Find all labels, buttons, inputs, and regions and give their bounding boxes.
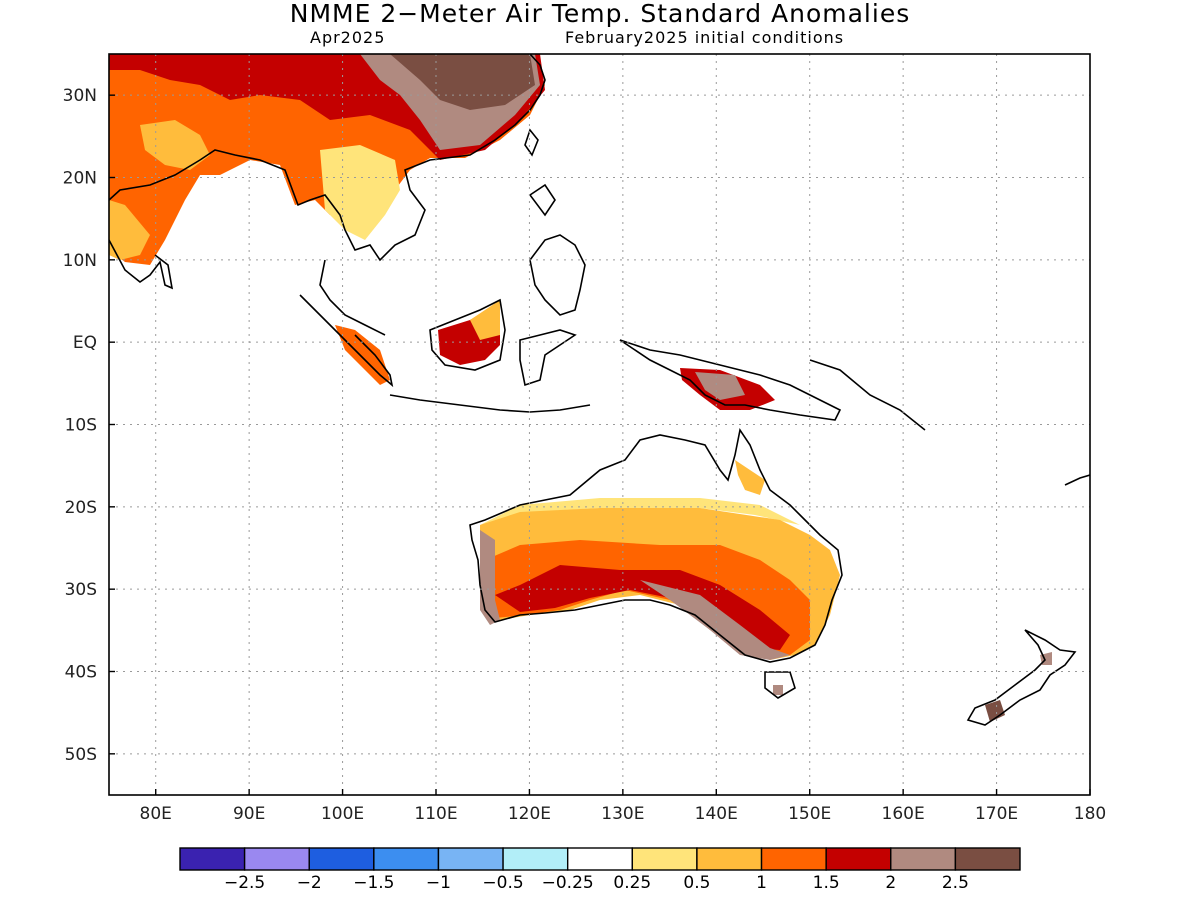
anomaly-shading: [109, 54, 1052, 722]
graticule: [109, 54, 1090, 795]
lat-tick-label: 10N: [63, 251, 97, 271]
colorbar-swatch: [631, 847, 698, 871]
lat-tick-label: 30S: [65, 580, 97, 600]
colorbar-label: −2.5: [224, 873, 265, 893]
colorbar-swatch: [502, 847, 569, 871]
colorbar-label: −1.5: [353, 873, 394, 893]
lat-tick-label: 30N: [63, 86, 97, 106]
lon-tick-label: 160E: [882, 804, 925, 824]
lon-tick-label: 130E: [601, 804, 644, 824]
latitude-labels: 30N 20N 10N EQ 10S 20S 30S 40S 50S: [63, 86, 115, 765]
lon-tick-label: 80E: [140, 804, 172, 824]
colorbar-swatch: [373, 847, 440, 871]
colorbar-swatch: [308, 847, 375, 871]
lon-tick-label: 100E: [321, 804, 364, 824]
colorbar-label: −1: [426, 873, 451, 893]
colorbar-label: 0.25: [613, 873, 651, 893]
lon-tick-label: 180: [1074, 804, 1106, 824]
colorbar-label: −0.25: [542, 873, 594, 893]
forecast-month: Apr2025: [310, 28, 386, 47]
colorbar-swatch: [825, 847, 892, 871]
colorbar-swatch: [179, 847, 246, 871]
colorbar-label: −0.5: [482, 873, 523, 893]
lat-tick-label: EQ: [73, 333, 97, 353]
colorbar-label: 2: [885, 873, 896, 893]
colorbar-label: 0.5: [683, 873, 710, 893]
colorbar-swatch: [696, 847, 763, 871]
longitude-labels: 80E 90E 100E 110E 120E 130E 140E 150E 160E 170E 18…: [140, 789, 1106, 824]
colorbar-label: 2.5: [942, 873, 969, 893]
lat-tick-label: 20S: [65, 498, 97, 518]
lon-tick-label: 170E: [975, 804, 1018, 824]
lat-tick-label: 10S: [65, 416, 97, 436]
colorbar-swatch: [437, 847, 504, 871]
colorbar-swatch: [890, 847, 957, 871]
colorbar: −2.5 −2 −1.5 −1 −0.5 −0.25 0.25 0.5 1 1.5 2 2.5: [179, 847, 1021, 893]
lon-tick-label: 150E: [788, 804, 831, 824]
lon-tick-label: 140E: [695, 804, 738, 824]
lon-tick-label: 120E: [508, 804, 551, 824]
initial-conditions: February2025 initial conditions: [565, 28, 845, 47]
colorbar-label: 1.5: [813, 873, 840, 893]
colorbar-swatch: [954, 847, 1021, 871]
lat-tick-label: 20N: [63, 169, 97, 189]
coastlines: [109, 54, 1090, 726]
colorbar-label: −2: [297, 873, 322, 893]
map-title: NMME 2−Meter Air Temp. Standard Anomalie…: [289, 0, 911, 28]
colorbar-swatch: [566, 847, 634, 871]
lon-tick-label: 110E: [414, 804, 457, 824]
colorbar-swatch: [243, 847, 310, 871]
lat-tick-label: 50S: [65, 745, 97, 765]
lat-tick-label: 40S: [65, 663, 97, 683]
lon-tick-label: 90E: [233, 804, 265, 824]
colorbar-label: 1: [756, 873, 767, 893]
colorbar-swatch: [760, 847, 827, 871]
